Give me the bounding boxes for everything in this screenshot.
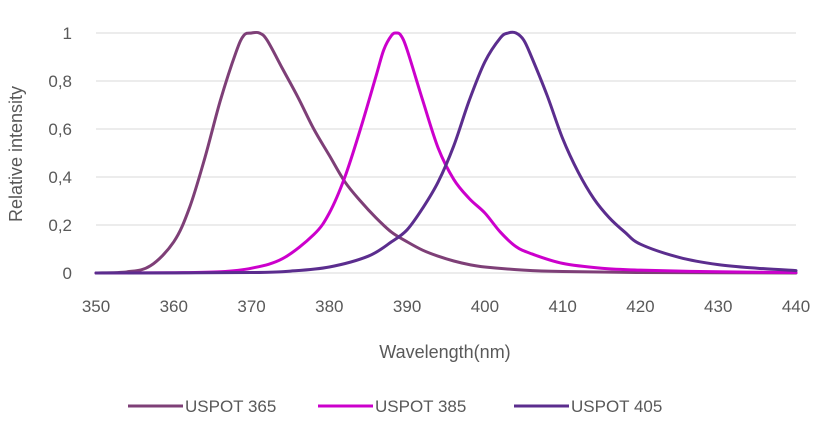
gridlines — [96, 32, 796, 226]
x-tick-label: 370 — [237, 297, 265, 316]
legend-label: USPOT 365 — [185, 397, 276, 416]
x-tick-label: 350 — [82, 297, 110, 316]
legend: USPOT 365 USPOT 385 USPOT 405 — [128, 397, 662, 416]
series-line-2 — [94, 31, 798, 275]
y-tick-label: 0,6 — [48, 120, 72, 139]
y-tick-label: 1 — [63, 24, 72, 43]
legend-item: USPOT 365 — [128, 397, 276, 416]
series-line-3 — [94, 30, 798, 275]
x-tick-label: 400 — [471, 297, 499, 316]
series-line-1 — [94, 30, 798, 275]
x-tick-label: 390 — [393, 297, 421, 316]
x-tick-labels: 350 360 370 380 390 400 410 420 430 440 — [82, 297, 810, 316]
x-tick-label: 380 — [315, 297, 343, 316]
y-axis-title: Relative intensity — [6, 86, 26, 222]
x-axis-title: Wavelength(nm) — [379, 342, 510, 362]
y-tick-label: 0 — [63, 264, 72, 283]
legend-label: USPOT 405 — [571, 397, 662, 416]
x-tick-label: 420 — [626, 297, 654, 316]
legend-item: USPOT 385 — [318, 397, 466, 416]
y-tick-label: 0,8 — [48, 72, 72, 91]
legend-label: USPOT 385 — [375, 397, 466, 416]
y-tick-labels: 0 0,2 0,4 0,6 0,8 1 — [48, 24, 72, 283]
x-tick-label: 410 — [548, 297, 576, 316]
x-tick-label: 440 — [782, 297, 810, 316]
legend-item: USPOT 405 — [514, 397, 662, 416]
series-lines — [94, 30, 798, 275]
x-tick-label: 430 — [704, 297, 732, 316]
y-tick-label: 0,2 — [48, 216, 72, 235]
y-tick-label: 0,4 — [48, 168, 72, 187]
x-tick-label: 360 — [160, 297, 188, 316]
